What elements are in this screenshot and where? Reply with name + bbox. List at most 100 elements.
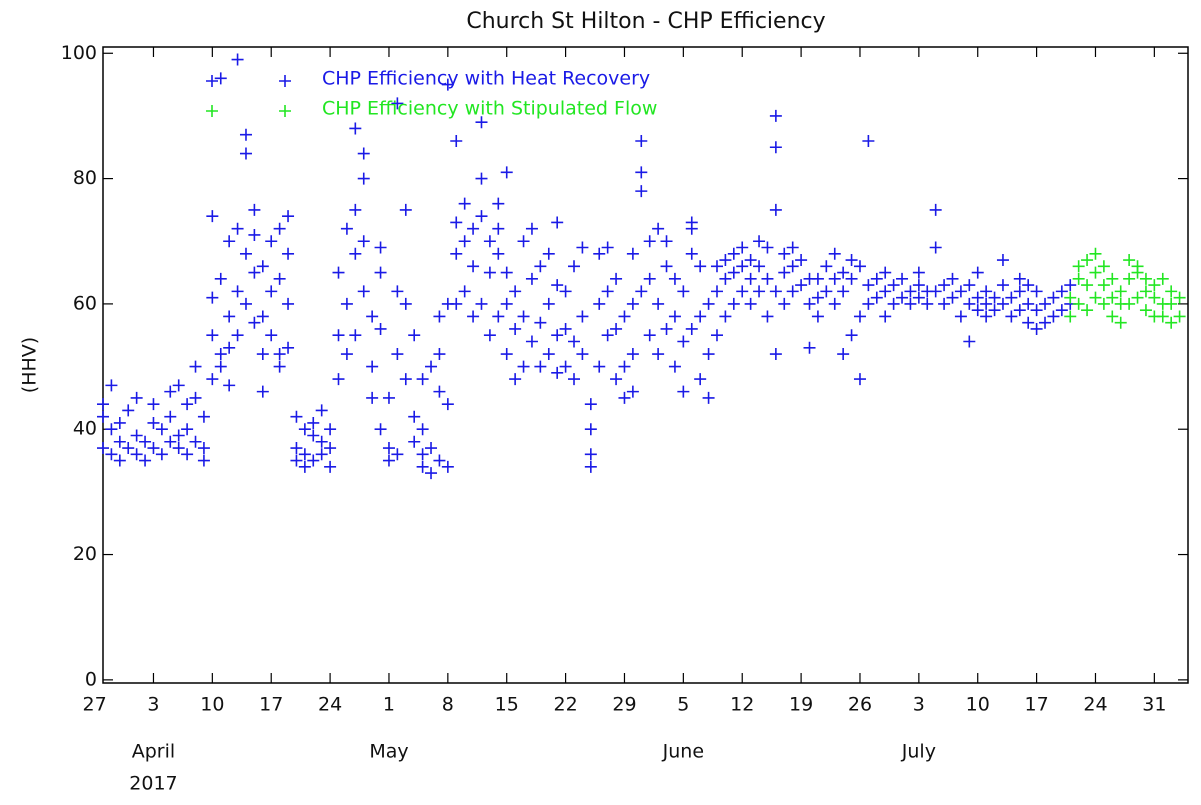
data-point — [702, 391, 715, 404]
data-point — [1030, 304, 1043, 317]
data-point — [660, 322, 673, 335]
data-point — [626, 348, 639, 361]
data-point — [912, 266, 925, 279]
data-point — [702, 348, 715, 361]
data-point — [105, 448, 118, 461]
data-point — [214, 72, 227, 85]
data-point — [769, 141, 782, 154]
y-tick-label: 40 — [73, 418, 97, 440]
data-point — [273, 360, 286, 373]
data-point — [332, 373, 345, 386]
x-tick-label: 8 — [442, 694, 454, 716]
data-point — [382, 454, 395, 467]
data-point — [97, 442, 109, 455]
data-point — [416, 460, 429, 473]
data-point — [139, 435, 152, 448]
data-point — [769, 109, 782, 122]
data-point — [1139, 304, 1152, 317]
data-point — [248, 266, 261, 279]
data-point — [206, 329, 219, 342]
data-point — [845, 272, 858, 285]
data-point — [366, 360, 379, 373]
data-point — [862, 279, 875, 292]
data-point — [130, 391, 143, 404]
data-point — [677, 335, 690, 348]
data-point — [273, 272, 286, 285]
data-point — [500, 266, 513, 279]
data-point — [626, 297, 639, 310]
data-point — [189, 391, 202, 404]
data-point — [1005, 291, 1018, 304]
data-point — [736, 285, 749, 298]
data-point — [618, 310, 631, 323]
data-point — [1081, 254, 1094, 267]
data-point — [584, 448, 597, 461]
data-point — [298, 423, 311, 436]
x-tick-label: 24 — [1083, 694, 1107, 716]
data-point — [324, 442, 337, 455]
data-point — [954, 285, 967, 298]
data-point — [265, 329, 278, 342]
data-point — [694, 260, 707, 273]
data-point — [576, 310, 589, 323]
data-point — [1131, 260, 1144, 273]
data-point — [164, 410, 177, 423]
data-point — [971, 266, 984, 279]
data-point — [710, 260, 723, 273]
data-point — [996, 254, 1009, 267]
y-axis-label: (HHV) — [19, 337, 41, 393]
data-point — [500, 348, 513, 361]
data-point — [702, 297, 715, 310]
data-point — [1097, 260, 1110, 273]
legend-label: CHP Efficiency with Heat Recovery — [322, 68, 650, 90]
data-point — [870, 291, 883, 304]
data-point — [223, 235, 236, 248]
data-point — [753, 285, 766, 298]
data-point — [803, 297, 816, 310]
data-point — [425, 360, 438, 373]
data-point — [509, 285, 522, 298]
data-point — [1013, 285, 1026, 298]
data-point — [795, 254, 808, 267]
data-point — [778, 266, 791, 279]
data-point — [340, 297, 353, 310]
data-point — [971, 304, 984, 317]
data-point — [450, 297, 463, 310]
data-point — [340, 222, 353, 235]
x-tick-label: 24 — [318, 694, 342, 716]
data-point — [610, 373, 623, 386]
data-point — [382, 391, 395, 404]
data-point — [458, 285, 471, 298]
data-point — [307, 416, 320, 429]
data-point — [315, 448, 328, 461]
data-point — [551, 216, 564, 229]
data-point — [744, 297, 757, 310]
data-point — [1165, 297, 1178, 310]
data-point — [610, 272, 623, 285]
data-point — [256, 260, 269, 273]
data-point — [433, 310, 446, 323]
data-point — [467, 222, 480, 235]
data-point — [610, 322, 623, 335]
data-point — [668, 272, 681, 285]
data-point — [618, 360, 631, 373]
data-point — [971, 291, 984, 304]
data-point — [416, 423, 429, 436]
data-point — [500, 297, 513, 310]
data-point — [450, 216, 463, 229]
data-point — [248, 203, 261, 216]
data-point — [147, 442, 160, 455]
x-tick-label: 5 — [677, 694, 689, 716]
data-point — [753, 235, 766, 248]
data-point — [256, 348, 269, 361]
data-point — [1097, 279, 1110, 292]
data-point — [1072, 260, 1085, 273]
data-point — [660, 260, 673, 273]
data-point — [475, 172, 488, 185]
data-point — [618, 391, 631, 404]
data-point — [761, 310, 774, 323]
data-point — [559, 322, 572, 335]
data-point — [786, 241, 799, 254]
data-point — [652, 297, 665, 310]
